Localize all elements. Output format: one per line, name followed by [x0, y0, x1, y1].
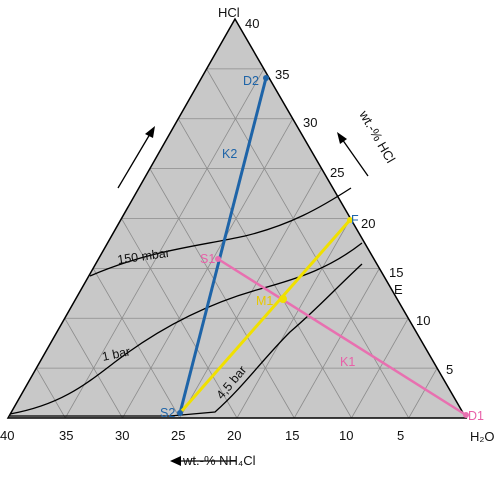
point-s2-marker	[177, 410, 183, 416]
point-s1-marker	[215, 256, 221, 262]
point-d1-marker	[463, 412, 469, 418]
nh4cl-tick-25: 25	[171, 428, 185, 443]
arrow-hcl-axis	[337, 132, 369, 177]
nh4cl-axis-label: wt.-% NH₄Cl	[182, 453, 256, 468]
tie-line-k1	[217, 257, 467, 417]
arrow-nh4cl-axis	[170, 456, 236, 466]
isobar-4-5-bar	[10, 263, 363, 417]
grid-line-right-parallel	[206, 68, 410, 419]
hcl-tick-30: 30	[303, 115, 317, 130]
hcl-tick-40: 40	[245, 16, 259, 31]
grid-line-right-parallel	[36, 367, 66, 419]
nh4cl-tick-40: 40	[0, 428, 14, 443]
nh4cl-tick-30: 30	[115, 428, 129, 443]
label-k1: K1	[340, 355, 355, 369]
grid-line-left-parallel	[408, 367, 438, 419]
point-d2-marker	[263, 75, 269, 81]
label-f: F	[351, 213, 359, 227]
grid-line-left-parallel	[64, 68, 265, 419]
label-d1: D1	[468, 409, 484, 423]
point-f-marker	[347, 217, 353, 223]
tie-line-k2	[178, 77, 268, 414]
apex-label-hcl: HCl	[218, 5, 240, 20]
grid-line-right-parallel	[149, 168, 295, 419]
triangle-grid	[8, 19, 466, 419]
isobar-150-mbar	[89, 187, 352, 277]
nh4cl-tick-10: 10	[339, 428, 353, 443]
hcl-tick-25: 25	[330, 165, 344, 180]
nh4cl-tick-35: 35	[59, 428, 73, 443]
corner-label-h2o: H₂O	[470, 429, 495, 444]
label-d2: D2	[243, 74, 259, 88]
label-1-bar: 1 bar	[101, 344, 132, 364]
hcl-tick-15: 15	[389, 265, 403, 280]
grid-line-left-parallel	[179, 168, 322, 419]
nh4cl-tick-5: 5	[397, 428, 404, 443]
hcl-axis-label: wt.-% HCl	[356, 107, 398, 165]
label-k2: K2	[222, 147, 237, 161]
label-e: E	[394, 282, 403, 297]
label-m1: M1	[256, 294, 273, 308]
hcl-tick-20: 20	[361, 216, 375, 231]
isobar-1-bar	[9, 242, 363, 415]
nh4cl-tick-20: 20	[227, 428, 241, 443]
label-s2: S2	[160, 406, 175, 420]
arrow-left-side	[117, 126, 155, 189]
mixing-line-s2-f	[178, 219, 352, 414]
hcl-tick-10: 10	[416, 313, 430, 328]
hcl-tick-labels: 40 35 30 25 20 15 10 5	[245, 16, 453, 377]
grid-line-right-parallel	[92, 268, 181, 419]
nh4cl-tick-labels: 40 35 30 25 20 15 10 5	[0, 428, 404, 443]
point-m1-marker	[279, 295, 287, 303]
hcl-tick-5: 5	[446, 362, 453, 377]
hcl-tick-35: 35	[275, 67, 289, 82]
grid-line-left-parallel	[293, 268, 380, 419]
nh4cl-tick-15: 15	[285, 428, 299, 443]
label-s1: S1	[200, 252, 215, 266]
